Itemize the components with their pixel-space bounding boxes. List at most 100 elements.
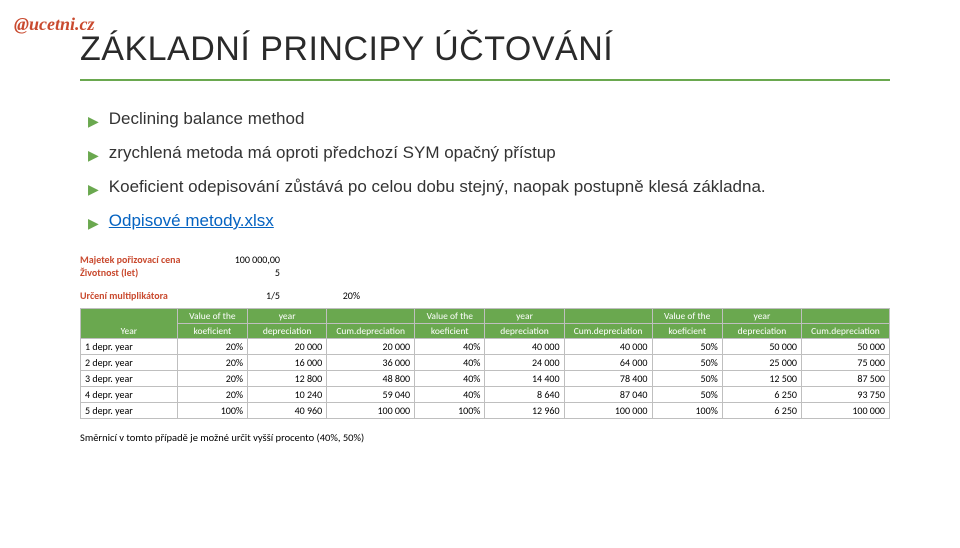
param-label: Životnost (let) [80, 266, 210, 279]
value-cell: 36 000 [327, 355, 415, 371]
value-cell: 100% [177, 403, 247, 419]
value-cell: 20% [177, 371, 247, 387]
value-cell: 48 800 [327, 371, 415, 387]
bullet-list: ▶ Declining balance method ▶ zrychlená m… [88, 109, 890, 235]
bullet-item: ▶ zrychlená metoda má oproti předchozí S… [88, 143, 890, 167]
value-cell: 6 250 [722, 403, 801, 419]
value-cell: 40 000 [564, 339, 652, 355]
value-cell: 12 960 [485, 403, 564, 419]
value-cell: 50 000 [801, 339, 889, 355]
value-cell: 8 640 [485, 387, 564, 403]
bullet-text: Declining balance method [109, 109, 305, 129]
table-head-row-2: koeficient depreciation Cum.depreciation… [81, 324, 890, 339]
value-cell: 6 250 [722, 387, 801, 403]
col-header: Cum.depreciation [564, 324, 652, 339]
multiplikator-fraction: 1/5 [210, 289, 280, 302]
file-link[interactable]: Odpisové metody.xlsx [109, 211, 274, 231]
value-cell: 20 000 [248, 339, 327, 355]
bullet-text: zrychlená metoda má oproti předchozí SYM… [109, 143, 556, 163]
value-cell: 50 000 [722, 339, 801, 355]
year-cell: 1 depr. year [81, 339, 178, 355]
year-cell: 5 depr. year [81, 403, 178, 419]
value-cell: 40 000 [485, 339, 564, 355]
col-header: year [722, 309, 801, 324]
value-cell: 40% [415, 355, 485, 371]
param-row: Životnost (let) 5 [80, 266, 890, 279]
value-cell: 20% [177, 339, 247, 355]
table-row: 3 depr. year20%12 80048 80040%14 40078 4… [81, 371, 890, 387]
value-cell: 14 400 [485, 371, 564, 387]
col-header: depreciation [248, 324, 327, 339]
value-cell: 78 400 [564, 371, 652, 387]
col-header: depreciation [485, 324, 564, 339]
value-cell: 50% [652, 387, 722, 403]
slide-container: ZÁKLADNÍ PRINCIPY ÚČTOVÁNÍ ▶ Declining b… [0, 0, 960, 464]
col-year-header: Year [81, 309, 178, 339]
table-body: 1 depr. year20%20 00020 00040%40 00040 0… [81, 339, 890, 419]
col-header: koeficient [415, 324, 485, 339]
value-cell: 40% [415, 339, 485, 355]
value-cell: 16 000 [248, 355, 327, 371]
table-row: 5 depr. year100%40 960100 000100%12 9601… [81, 403, 890, 419]
value-cell: 50% [652, 371, 722, 387]
bullet-text: Koeficient odepisování zůstává po celou … [109, 177, 766, 197]
value-cell: 20% [177, 355, 247, 371]
value-cell: 100% [415, 403, 485, 419]
param-label: Majetek pořizovací cena [80, 253, 210, 266]
col-header [327, 309, 415, 324]
col-header: koeficient [177, 324, 247, 339]
depreciation-table: Year Value of the year Value of the year… [80, 308, 890, 419]
table-row: 4 depr. year20%10 24059 04040%8 64087 04… [81, 387, 890, 403]
value-cell: 10 240 [248, 387, 327, 403]
col-header: koeficient [652, 324, 722, 339]
col-header [564, 309, 652, 324]
multiplikator-percent: 20% [280, 289, 360, 302]
year-cell: 3 depr. year [81, 371, 178, 387]
col-header: year [485, 309, 564, 324]
table-row: 1 depr. year20%20 00020 00040%40 00040 0… [81, 339, 890, 355]
value-cell: 100 000 [801, 403, 889, 419]
page-title: ZÁKLADNÍ PRINCIPY ÚČTOVÁNÍ [80, 30, 890, 81]
table-head-row-1: Year Value of the year Value of the year… [81, 309, 890, 324]
col-header: Cum.depreciation [327, 324, 415, 339]
col-header: year [248, 309, 327, 324]
value-cell: 24 000 [485, 355, 564, 371]
spreadsheet-region: Majetek pořizovací cena 100 000,00 Život… [80, 253, 890, 444]
param-value: 5 [210, 266, 280, 279]
value-cell: 87 040 [564, 387, 652, 403]
value-cell: 100 000 [327, 403, 415, 419]
col-header [801, 309, 889, 324]
value-cell: 50% [652, 339, 722, 355]
bullet-item: ▶ Odpisové metody.xlsx [88, 211, 890, 235]
table-row: 2 depr. year20%16 00036 00040%24 00064 0… [81, 355, 890, 371]
value-cell: 25 000 [722, 355, 801, 371]
col-header: Value of the [177, 309, 247, 324]
params-block: Majetek pořizovací cena 100 000,00 Život… [80, 253, 890, 279]
bullet-item: ▶ Declining balance method [88, 109, 890, 133]
value-cell: 87 500 [801, 371, 889, 387]
table-head: Year Value of the year Value of the year… [81, 309, 890, 339]
multiplikator-label: Určení multiplikátora [80, 289, 210, 302]
col-header: Cum.depreciation [801, 324, 889, 339]
value-cell: 93 750 [801, 387, 889, 403]
footnote-text: Směrnicí v tomto případě je možné určit … [80, 431, 890, 444]
value-cell: 40 960 [248, 403, 327, 419]
col-header: depreciation [722, 324, 801, 339]
value-cell: 59 040 [327, 387, 415, 403]
param-row: Majetek pořizovací cena 100 000,00 [80, 253, 890, 266]
value-cell: 64 000 [564, 355, 652, 371]
bullet-arrow-icon: ▶ [88, 109, 99, 133]
bullet-arrow-icon: ▶ [88, 211, 99, 235]
year-cell: 4 depr. year [81, 387, 178, 403]
col-header: Value of the [652, 309, 722, 324]
param-value: 100 000,00 [210, 253, 280, 266]
bullet-arrow-icon: ▶ [88, 143, 99, 167]
value-cell: 100 000 [564, 403, 652, 419]
bullet-arrow-icon: ▶ [88, 177, 99, 201]
value-cell: 20 000 [327, 339, 415, 355]
value-cell: 12 500 [722, 371, 801, 387]
col-header: Value of the [415, 309, 485, 324]
year-cell: 2 depr. year [81, 355, 178, 371]
value-cell: 100% [652, 403, 722, 419]
value-cell: 20% [177, 387, 247, 403]
